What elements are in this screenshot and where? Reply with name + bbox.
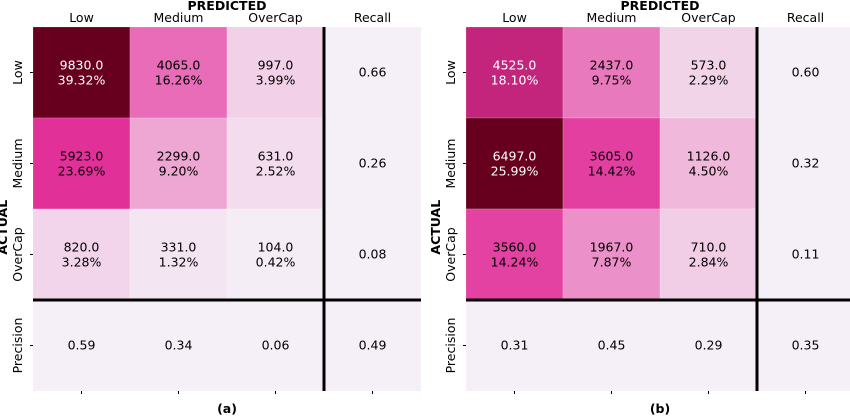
cell-percent: 39.32% (58, 73, 106, 88)
cell-percent: 1.32% (159, 255, 199, 270)
cell-count: 631.0 (258, 149, 294, 164)
recall-value: 0.66 (359, 65, 387, 80)
overall-accuracy-value: 0.49 (359, 338, 387, 353)
column-header-medium: Medium (587, 10, 637, 25)
precision-value: 0.29 (695, 338, 723, 353)
matrix-cell (226, 26, 325, 119)
overall-accuracy-value: 0.35 (792, 338, 820, 353)
cell-count: 331.0 (161, 240, 197, 255)
cell-percent: 25.99% (491, 164, 539, 179)
cell-count: 2299.0 (157, 149, 201, 164)
matrix-cell (465, 208, 564, 301)
row-label-low: Low (443, 60, 458, 85)
recall-value: 0.08 (359, 247, 387, 262)
cell-count: 3605.0 (590, 149, 634, 164)
panel-label: (b) (650, 401, 670, 416)
cell-percent: 14.42% (588, 164, 636, 179)
cell-count: 820.0 (64, 240, 100, 255)
matrix-cell (32, 117, 131, 210)
cell-percent: 2.52% (256, 164, 296, 179)
matrix-cell (659, 26, 758, 119)
column-header-medium: Medium (154, 10, 204, 25)
cell-count: 6497.0 (493, 149, 537, 164)
precision-value: 0.06 (262, 338, 290, 353)
row-label-low: Low (10, 60, 25, 85)
cell-percent: 18.10% (491, 73, 539, 88)
matrix-cell (32, 208, 131, 301)
cell-count: 2437.0 (590, 58, 634, 73)
matrix-cell (562, 117, 661, 210)
precision-value: 0.45 (598, 338, 626, 353)
matrix-cell (465, 26, 564, 119)
matrix-cell (562, 208, 661, 301)
cell-count: 5923.0 (60, 149, 104, 164)
matrix-cell (226, 208, 325, 301)
column-header-low: Low (69, 10, 94, 25)
column-header-recall: Recall (354, 10, 391, 25)
cell-count: 573.0 (691, 58, 727, 73)
recall-value: 0.60 (792, 65, 820, 80)
actual-axis-title: ACTUAL (0, 200, 10, 255)
predicted-title: PREDICTED (188, 0, 267, 13)
cell-percent: 9.75% (592, 73, 632, 88)
column-header-overcap: OverCap (248, 10, 302, 25)
cell-count: 3560.0 (493, 240, 537, 255)
cell-percent: 0.42% (256, 255, 296, 270)
row-label-overcap: OverCap (443, 227, 458, 281)
cell-count: 997.0 (258, 58, 294, 73)
matrix-cell (129, 117, 228, 210)
precision-value: 0.31 (501, 338, 529, 353)
cell-percent: 9.20% (159, 164, 199, 179)
matrix-cell (562, 26, 661, 119)
matrix-cell (226, 117, 325, 210)
row-label-precision: Precision (443, 318, 458, 374)
row-label-overcap: OverCap (10, 227, 25, 281)
cell-count: 9830.0 (60, 58, 104, 73)
precision-value: 0.59 (68, 338, 96, 353)
row-label-medium: Medium (10, 139, 25, 189)
cell-count: 1126.0 (687, 149, 731, 164)
matrix-cell (659, 208, 758, 301)
cell-percent: 3.99% (256, 73, 296, 88)
cell-percent: 16.26% (155, 73, 203, 88)
cell-percent: 2.29% (689, 73, 729, 88)
cell-count: 4525.0 (493, 58, 537, 73)
recall-value: 0.32 (792, 156, 820, 171)
cell-percent: 23.69% (58, 164, 106, 179)
matrix-cell (659, 117, 758, 210)
cell-percent: 4.50% (689, 164, 729, 179)
column-header-recall: Recall (787, 10, 824, 25)
cell-percent: 7.87% (592, 255, 632, 270)
panel-label: (a) (217, 401, 237, 416)
column-header-low: Low (502, 10, 527, 25)
recall-value: 0.26 (359, 156, 387, 171)
matrix-cell (129, 26, 228, 119)
cell-percent: 14.24% (491, 255, 539, 270)
cell-count: 4065.0 (157, 58, 201, 73)
cell-percent: 2.84% (689, 255, 729, 270)
row-label-medium: Medium (443, 139, 458, 189)
recall-value: 0.11 (792, 247, 820, 262)
actual-axis-title: ACTUAL (428, 200, 443, 255)
cell-percent: 3.28% (62, 255, 102, 270)
precision-value: 0.34 (165, 338, 193, 353)
predicted-title: PREDICTED (621, 0, 700, 13)
row-label-precision: Precision (10, 318, 25, 374)
matrix-cell (465, 117, 564, 210)
cell-count: 710.0 (691, 240, 727, 255)
cell-count: 1967.0 (590, 240, 634, 255)
cell-count: 104.0 (258, 240, 294, 255)
column-header-overcap: OverCap (681, 10, 735, 25)
